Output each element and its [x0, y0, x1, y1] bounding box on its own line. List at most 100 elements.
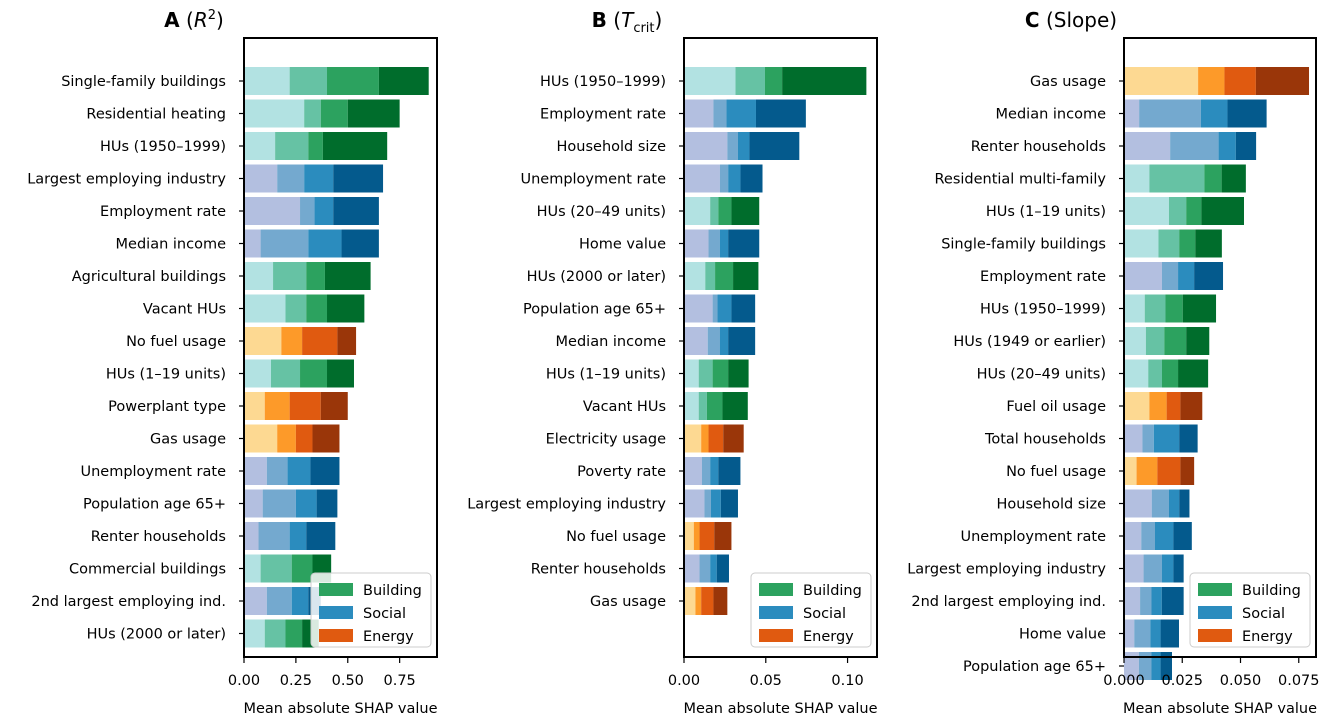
panel-title-close: ): [216, 8, 224, 32]
bar-segment: [699, 522, 715, 550]
category-label: 2nd largest employing ind.: [31, 594, 226, 610]
bar-segment: [1124, 294, 1145, 323]
category-label: Employment rate: [100, 204, 226, 220]
bar-segment: [1124, 164, 1150, 193]
category-label: Powerplant type: [108, 399, 226, 415]
bar-segment: [327, 359, 354, 388]
bar-segment: [347, 99, 400, 128]
bar-segment: [1168, 197, 1187, 225]
bar-segment: [1124, 197, 1169, 225]
bar-segment: [270, 359, 301, 388]
bar-segment: [244, 229, 261, 258]
bar-segment: [1138, 652, 1152, 680]
bar-segment: [710, 489, 721, 518]
bar-segment: [708, 229, 720, 258]
panel-b-title: B (Tcrit): [592, 8, 663, 36]
bar-segment: [718, 457, 741, 485]
category-label: Gas usage: [590, 594, 666, 610]
bar-segment: [684, 229, 709, 258]
bar-segment: [701, 424, 709, 453]
bar-segment: [719, 229, 729, 258]
panel-title-text: (: [613, 8, 621, 32]
category-label: Home value: [579, 237, 666, 253]
bar-segment: [1143, 554, 1162, 583]
bar-segment: [244, 522, 259, 550]
x-tick-label: 0.00: [668, 673, 700, 689]
bar-segment: [1161, 262, 1179, 290]
bar-segment: [1186, 197, 1202, 225]
bar-segment: [289, 67, 328, 95]
panel-title-text: (: [186, 8, 194, 32]
bar-segment: [1124, 522, 1142, 550]
bar-segment: [291, 554, 313, 583]
bar-segment: [731, 294, 756, 323]
bar-segment: [244, 489, 263, 518]
bar-segment: [1141, 522, 1155, 550]
bar-segment: [712, 294, 718, 323]
bar-segment: [1124, 554, 1144, 583]
bar-segment: [704, 489, 711, 518]
x-axis-label: Mean absolute SHAP value: [683, 701, 877, 717]
bar-segment: [1218, 132, 1236, 160]
bar-segment: [308, 132, 323, 160]
bar-segment: [260, 554, 292, 583]
panel-b-metric: (Tcrit): [613, 8, 662, 36]
bar-segment: [244, 359, 271, 388]
bar-segment: [1124, 262, 1162, 290]
bar-segment: [295, 424, 313, 453]
bar-segment: [244, 457, 267, 485]
bar-segment: [273, 262, 307, 290]
bar-segment: [337, 327, 357, 355]
category-label: Total households: [984, 432, 1106, 448]
category-label: HUs (2000 or later): [87, 627, 226, 643]
category-label: HUs (1–19 units): [106, 367, 226, 383]
bar-segment: [314, 197, 334, 225]
bar-segment: [244, 554, 261, 583]
category-label: Gas usage: [1030, 74, 1106, 90]
bar-segment: [695, 587, 702, 615]
bar-segment: [1124, 457, 1137, 485]
legend-label: Building: [363, 583, 422, 599]
bar-segment: [285, 619, 303, 648]
category-label: Unemployment rate: [960, 529, 1106, 545]
bar-segment: [295, 489, 317, 518]
bar-segment: [1142, 424, 1154, 453]
bar-segment: [316, 489, 338, 518]
category-label: Single-family buildings: [941, 237, 1106, 253]
x-tick-label: 0.10: [831, 673, 863, 689]
bar-segment: [281, 327, 303, 355]
bar-segment: [727, 132, 738, 160]
bar-segment: [285, 294, 307, 323]
bar-segment: [1153, 424, 1180, 453]
bar-segment: [728, 327, 756, 355]
bar-segment: [1124, 132, 1171, 160]
legend-label: Energy: [803, 629, 854, 645]
bar-segment: [1124, 67, 1199, 95]
legend-label: Social: [1242, 606, 1285, 622]
category-label: Fuel oil usage: [1006, 399, 1106, 415]
legend-swatch: [1198, 629, 1232, 642]
bar-segment: [1149, 164, 1205, 193]
x-tick-label: 0.50: [332, 673, 364, 689]
bar-segment: [1145, 327, 1165, 355]
bar-segment: [1134, 619, 1151, 648]
category-label: Median income: [556, 334, 667, 350]
bar-segment: [304, 99, 321, 128]
bar-segment: [755, 99, 806, 128]
bar-segment: [684, 489, 705, 518]
legend-swatch: [759, 629, 793, 642]
bar-segment: [244, 99, 305, 128]
bar-segment: [1178, 262, 1195, 290]
panel-title-superscript: 2: [208, 8, 216, 23]
bar-segment: [701, 587, 714, 615]
bar-segment: [712, 359, 729, 388]
panel-c-title: C (Slope): [1025, 8, 1117, 32]
bar-segment: [277, 424, 296, 453]
panel-title-variable: T: [621, 8, 635, 32]
bar-segment: [722, 392, 748, 420]
bar-segment: [728, 229, 760, 258]
legend-label: Building: [803, 583, 862, 599]
x-tick-label: 0.25: [280, 673, 312, 689]
legend-swatch: [759, 583, 793, 596]
